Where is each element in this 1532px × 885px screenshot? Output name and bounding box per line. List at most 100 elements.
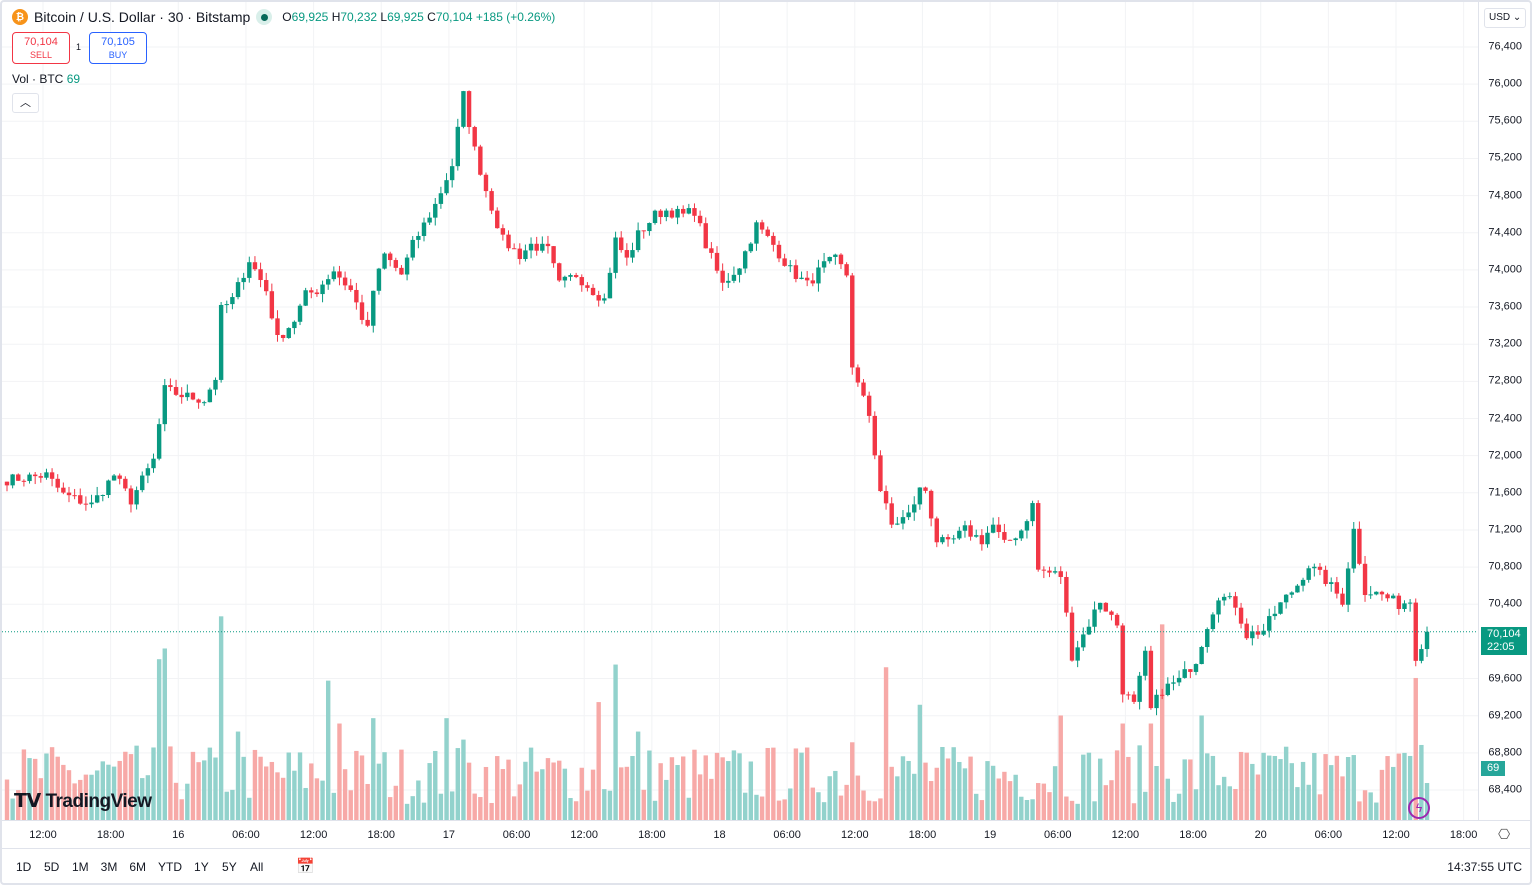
candle-body: [1334, 582, 1340, 594]
candle-body: [1058, 571, 1063, 577]
volume-bar: [438, 793, 444, 820]
range-3m[interactable]: 3M: [100, 860, 118, 874]
collapse-legend-button[interactable]: ︿: [12, 93, 39, 113]
candle-body: [1081, 634, 1086, 648]
time-label: 17: [442, 829, 456, 841]
candle-body: [607, 272, 613, 299]
time-label: 06:00: [502, 829, 531, 841]
candle-body: [10, 474, 15, 486]
volume-bar: [202, 760, 207, 820]
candle-body: [21, 480, 27, 482]
candle-body: [551, 246, 556, 264]
candle-body: [44, 472, 49, 478]
market-status-icon[interactable]: [256, 9, 273, 25]
volume-bar: [1323, 754, 1328, 820]
candle-body: [771, 235, 776, 245]
candle-body: [1345, 568, 1351, 605]
volume-bar: [207, 747, 213, 820]
candle-body: [641, 230, 646, 232]
range-5d[interactable]: 5D: [44, 860, 60, 874]
volume-bar: [145, 775, 151, 820]
settings-icon[interactable]: ⎔: [1498, 826, 1511, 842]
range-all[interactable]: All: [250, 860, 264, 874]
range-1m[interactable]: 1M: [72, 860, 89, 874]
volume-bar: [968, 756, 973, 820]
candle-body: [590, 287, 596, 296]
candle-body: [269, 291, 275, 319]
price-label: 72,000: [1488, 449, 1522, 462]
volume-bar: [27, 758, 32, 820]
time-axis[interactable]: ⎔ 12:00 18:00 16 06:00 12:00 18:00 17 06:00 12:0…: [2, 820, 1530, 848]
range-6m[interactable]: 6M: [129, 860, 147, 874]
candle-body: [1255, 631, 1261, 635]
volume-bar: [709, 778, 714, 820]
volume-bar: [230, 789, 235, 820]
candle-body: [793, 265, 799, 279]
candle-body: [495, 210, 500, 229]
volume-bar: [1255, 774, 1261, 820]
range-1d[interactable]: 1D: [16, 860, 32, 874]
price-label: 69,200: [1488, 709, 1522, 722]
candle-body: [218, 304, 224, 380]
sell-button[interactable]: 70,104 SELL: [12, 32, 70, 64]
candle-body: [1402, 603, 1407, 609]
volume-bar: [861, 790, 866, 820]
candle-body: [1210, 614, 1216, 630]
candle-body: [55, 478, 60, 488]
volume-bar: [726, 761, 731, 820]
price-label: 71,600: [1488, 486, 1522, 499]
volume-bar: [979, 800, 985, 820]
tradingview-logo[interactable]: 𝗧𝗩 TradingView: [14, 791, 152, 812]
volume-bar: [906, 760, 911, 820]
candle-body: [624, 250, 630, 258]
volume-bar: [342, 769, 348, 820]
volume-tag: 69: [1481, 761, 1506, 776]
buy-button[interactable]: 70,105 BUY: [89, 32, 147, 64]
candle-body: [230, 297, 235, 305]
range-5y[interactable]: 5Y: [222, 860, 237, 874]
price-axis[interactable]: 76,400 76,000 75,600 75,200 74,800 74,400 74,0…: [1478, 2, 1530, 820]
currency-select[interactable]: USD ⌄: [1484, 8, 1526, 28]
volume-bar: [94, 770, 100, 820]
calendar-goto-icon[interactable]: 📅: [296, 858, 315, 875]
candle-body: [557, 263, 562, 281]
volume-bar: [934, 767, 939, 820]
volume-bar: [838, 795, 844, 820]
candle-body: [427, 217, 432, 223]
price-chart[interactable]: [2, 2, 1478, 820]
candle-body: [923, 487, 928, 491]
volume-bar: [872, 801, 877, 820]
volume-bar: [44, 753, 49, 820]
volume-bar: [21, 749, 27, 820]
volume-bar: [179, 799, 184, 820]
volume-bar: [1233, 788, 1238, 820]
candle-body: [528, 243, 534, 251]
volume-bar: [557, 760, 562, 820]
candle-body: [996, 524, 1001, 533]
candle-body: [804, 277, 810, 281]
volume-bar: [100, 761, 105, 820]
candle-body: [1221, 596, 1227, 601]
range-1y[interactable]: 1Y: [194, 860, 209, 874]
volume-bar: [923, 762, 928, 820]
candle-body: [1329, 582, 1334, 584]
lightning-icon[interactable]: ϟ: [1408, 797, 1430, 819]
candle-body: [404, 257, 410, 275]
price-label: 76,400: [1488, 40, 1522, 53]
candle-body: [185, 392, 190, 398]
candle-body: [94, 495, 100, 503]
volume-bar: [337, 723, 342, 820]
volume-bar: [1159, 624, 1165, 820]
range-ytd[interactable]: YTD: [158, 860, 183, 874]
volume-bar: [534, 771, 539, 820]
candle-body: [1424, 631, 1430, 650]
candle-body: [489, 191, 494, 211]
price-label: 74,400: [1488, 226, 1522, 239]
symbol-title[interactable]: Bitcoin / U.S. Dollar · 30 · Bitstamp: [34, 9, 251, 25]
clock[interactable]: 14:37:55 UTC: [1447, 860, 1522, 874]
volume-bar: [974, 793, 979, 820]
volume-bar: [866, 800, 872, 820]
time-label: 18: [713, 829, 726, 841]
volume-bar: [1407, 755, 1413, 820]
candle-body: [1137, 675, 1142, 702]
